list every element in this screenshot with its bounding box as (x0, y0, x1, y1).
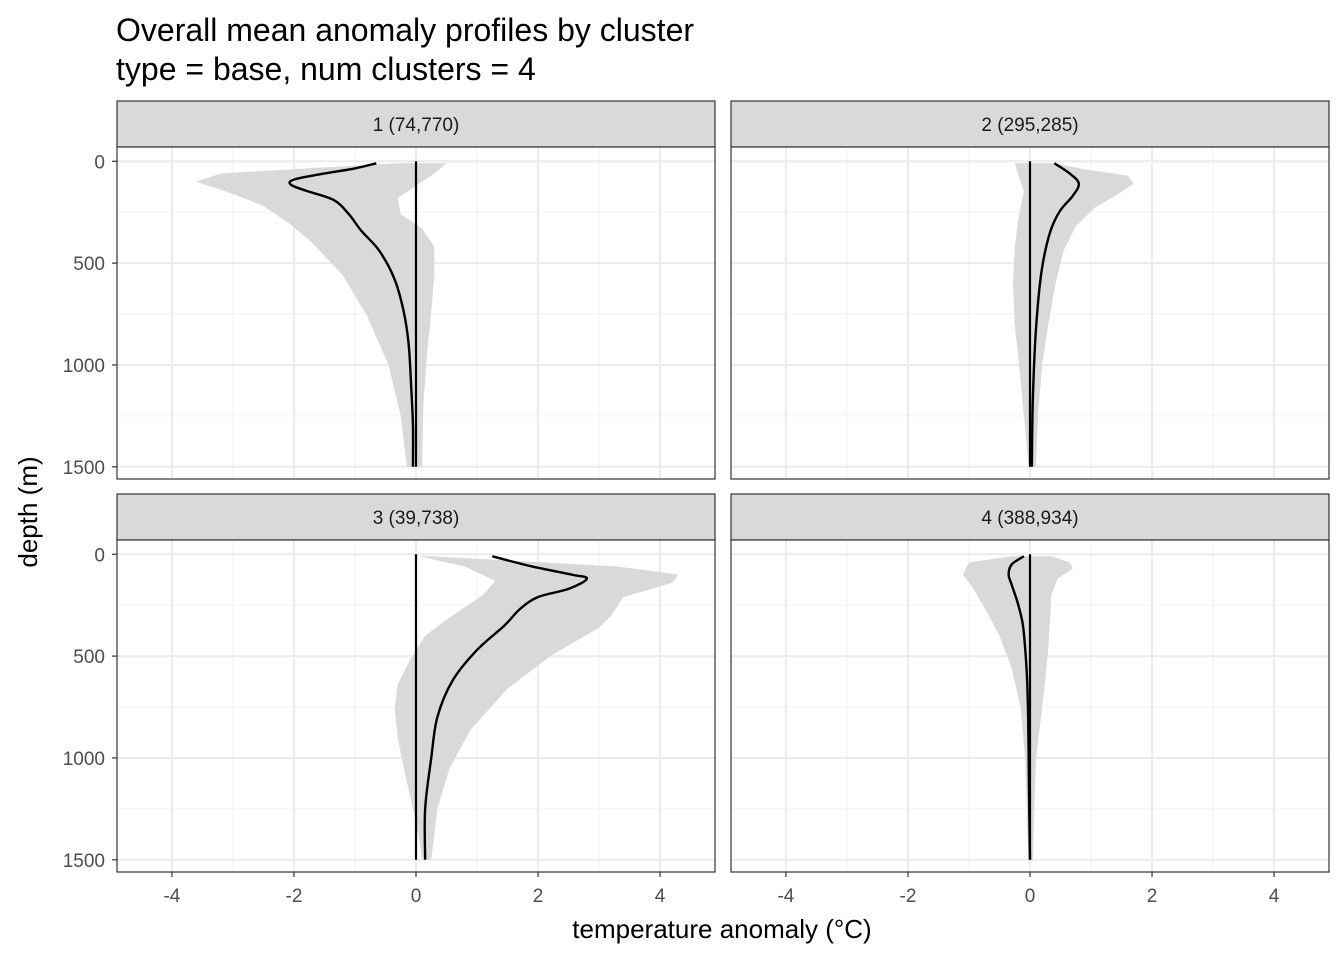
x-tick-label: 4 (655, 886, 666, 907)
strip-label: 3 (39,738) (373, 508, 460, 529)
y-tick-label: 1500 (63, 458, 105, 479)
x-tick-label: -4 (163, 886, 180, 907)
panel-4: 4 (388,934) -4 -2 0 2 4 (730, 493, 1330, 907)
panel-border (730, 146, 1330, 480)
strip-background (116, 100, 716, 148)
chart-title: Overall mean anomaly profiles by cluster (116, 12, 694, 48)
mean-profile-line (423, 555, 589, 860)
uncertainty-band (1012, 163, 1134, 467)
y-tick-label: 0 (94, 545, 105, 566)
uncertainty-band (196, 163, 447, 467)
y-tick-label: 500 (73, 647, 105, 668)
y-tick-label: 500 (73, 254, 105, 275)
x-tick-label: -2 (900, 886, 917, 907)
panel-border (116, 146, 716, 480)
y-tick-label: 1000 (63, 356, 105, 377)
x-tick-label: 2 (1147, 886, 1158, 907)
uncertainty-band (962, 556, 1073, 860)
panel-1: 1 (74,770) 0 500 1000 1500 (63, 100, 716, 480)
uncertainty-band (394, 556, 679, 860)
strip-label: 2 (295,285) (981, 115, 1078, 136)
strip-background (116, 493, 716, 541)
x-tick-label: 4 (1269, 886, 1280, 907)
chart-subtitle: type = base, num clusters = 4 (116, 51, 536, 87)
facet-panels: 1 (74,770) 0 500 1000 1500 2 (295,285) 3 (39,7… (63, 100, 1330, 907)
x-tick-label: 0 (1025, 886, 1036, 907)
x-tick-label: 2 (533, 886, 544, 907)
x-tick-label: -2 (286, 886, 303, 907)
strip-label: 1 (74,770) (373, 115, 460, 136)
strip-background (730, 493, 1330, 541)
panel-3: 3 (39,738) 0 500 1000 1500 -4 -2 0 2 4 (63, 493, 716, 907)
y-tick-label: 1500 (63, 851, 105, 872)
strip-label: 4 (388,934) (981, 508, 1078, 529)
strip-background (730, 100, 1330, 148)
mean-profile-line (1007, 555, 1032, 860)
mean-profile-line (1030, 162, 1081, 467)
panel-2: 2 (295,285) (730, 100, 1330, 480)
y-tick-label: 0 (94, 152, 105, 173)
mean-profile-line (288, 162, 415, 467)
x-axis-title: temperature anomaly (°C) (572, 914, 871, 944)
x-tick-label: -4 (777, 886, 794, 907)
x-tick-label: 0 (411, 886, 422, 907)
y-tick-label: 1000 (63, 749, 105, 770)
y-axis-title: depth (m) (13, 456, 43, 567)
